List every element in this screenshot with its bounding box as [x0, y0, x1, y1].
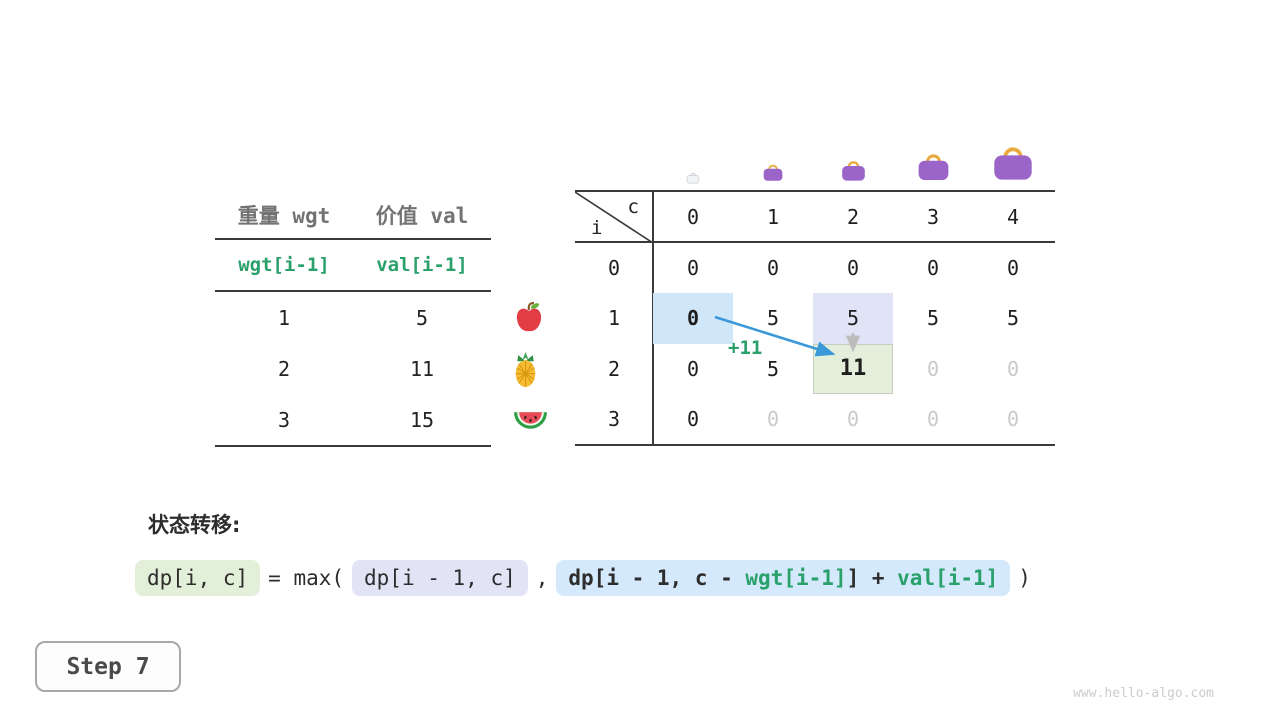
dp-cell: 5: [813, 293, 893, 344]
items-rows: 1 5 2 11 3 15: [215, 292, 491, 447]
dp-corner-cell: c i: [575, 190, 653, 243]
item-weight-cell: 1: [277, 305, 291, 330]
dp-col-header: 0: [686, 204, 700, 229]
dp-cell: 0: [686, 356, 700, 381]
formula-lhs-box: dp[i, c]: [135, 560, 261, 596]
bag-icon-capacity-2: [840, 158, 867, 186]
transition-formula: dp[i, c] = max( dp[i - 1, c] , dp[i - 1,…: [135, 560, 1031, 596]
formula-option2-box: dp[i - 1, c - wgt[i-1]] + val[i-1]: [556, 560, 1011, 596]
dp-cell: 0: [846, 256, 860, 281]
dp-top-border: [575, 190, 1055, 192]
capacity-axis-label: c: [627, 196, 639, 218]
weight-column-header: 重量 wgt: [237, 204, 331, 228]
item-weight-cell: 2: [277, 356, 291, 381]
formula-wgt-term: wgt[i-1]: [745, 566, 847, 590]
bag-icon-capacity-3: [916, 150, 951, 186]
dp-cell: 0: [1006, 406, 1020, 431]
step-badge: Step 7: [35, 641, 181, 692]
dp-cell: 0: [766, 406, 780, 431]
dp-cell: 5: [1006, 306, 1020, 331]
dp-cell: 5: [766, 356, 780, 381]
dp-cell: 11: [813, 343, 893, 394]
dp-col-header: 3: [926, 204, 940, 229]
items-table-header: 重量 wgt 价值 val: [215, 192, 491, 240]
dp-cell: 0: [1006, 256, 1020, 281]
item-axis-label: i: [591, 217, 603, 239]
corner-diagonal-line: [575, 191, 653, 243]
watermark: www.hello-algo.com: [1073, 686, 1214, 701]
dp-cell: 0: [766, 256, 780, 281]
bag-icon-capacity-4: [991, 142, 1035, 186]
bag-icon-capacity-0: [686, 169, 700, 188]
dp-row-label: 1: [607, 306, 621, 331]
formula-close-paren: ): [1018, 566, 1031, 590]
items-table: 重量 wgt 价值 val wgt[i-1] val[i-1] 1 5 2 11 3 15: [215, 192, 491, 447]
dp-cell: 0: [926, 256, 940, 281]
pineapple-icon: [513, 351, 538, 392]
dp-cell: 5: [766, 306, 780, 331]
dp-header-divider: [575, 241, 1055, 243]
dp-row-label: 2: [607, 356, 621, 381]
dp-cell: 0: [926, 406, 940, 431]
dp-rows: 0 0 0 0 0 0 1 0 5 5 5 5 2 0 5 11 0 0 3 0 0 0 0 0: [575, 243, 1055, 444]
dp-cell: 0: [846, 406, 860, 431]
items-row: 2 11: [215, 343, 491, 394]
dp-cell: 5: [926, 306, 940, 331]
watermelon-icon: [513, 409, 548, 436]
dp-cell: 0: [926, 356, 940, 381]
dp-cell: 0: [653, 293, 733, 344]
dp-bottom-border: [575, 444, 1055, 446]
item-value-cell: 11: [409, 356, 435, 381]
formula-comma: ,: [535, 566, 549, 590]
item-value-cell: 15: [409, 407, 435, 432]
dp-row-label: 3: [607, 406, 621, 431]
formula-option1-box: dp[i - 1, c]: [352, 560, 528, 596]
bag-icon-capacity-1: [762, 162, 784, 186]
item-value-cell: 5: [415, 305, 429, 330]
dp-cell: 0: [686, 256, 700, 281]
formula-val-term: val[i-1]: [897, 566, 999, 590]
dp-col-header: 4: [1006, 204, 1020, 229]
transition-title: 状态转移:: [148, 513, 241, 537]
formula-equals-max: = max(: [268, 566, 345, 590]
formula-option2-mid: ] +: [846, 566, 898, 590]
plus-value-label: +11: [728, 337, 763, 359]
dp-row-label: 0: [607, 256, 621, 281]
weight-variable-label: wgt[i-1]: [238, 254, 330, 276]
value-variable-label: val[i-1]: [376, 254, 468, 276]
dp-col-header: 2: [846, 204, 860, 229]
item-weight-cell: 3: [277, 407, 291, 432]
apple-icon: [513, 301, 545, 337]
items-variable-row: wgt[i-1] val[i-1]: [215, 240, 491, 292]
formula-option2-prefix: dp[i - 1, c -: [568, 566, 746, 590]
dp-col-header: 1: [766, 204, 780, 229]
dp-cell: 0: [1006, 356, 1020, 381]
dp-cell: 0: [686, 406, 700, 431]
items-row: 3 15: [215, 394, 491, 445]
value-column-header: 价值 val: [375, 204, 469, 228]
dp-header-row: c i 0 1 2 3 4: [575, 190, 1055, 243]
